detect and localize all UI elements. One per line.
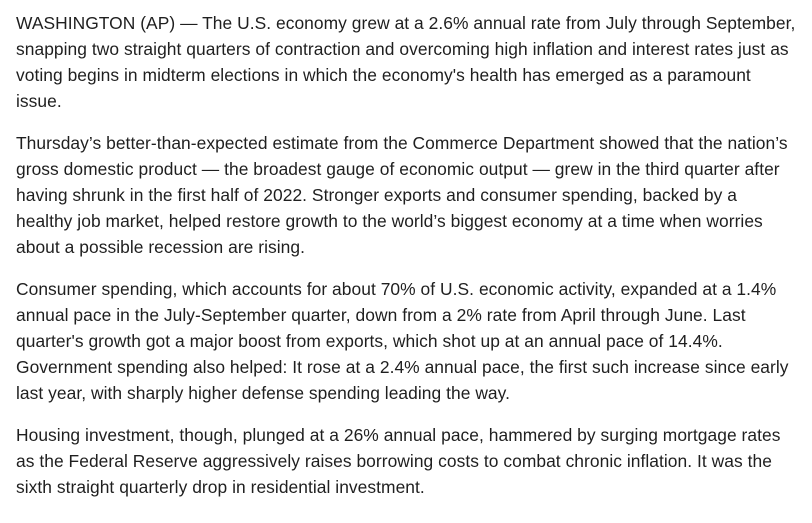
article-paragraph-4: Housing investment, though, plunged at a… (16, 425, 781, 497)
article-paragraph-2: Thursday’s better-than-expected estimate… (16, 133, 788, 257)
article-body: WASHINGTON (AP) — The U.S. economy grew … (16, 13, 796, 497)
article-paragraph-1: WASHINGTON (AP) — The U.S. economy grew … (16, 13, 796, 111)
article-paragraph-3: Consumer spending, which accounts for ab… (16, 279, 789, 403)
